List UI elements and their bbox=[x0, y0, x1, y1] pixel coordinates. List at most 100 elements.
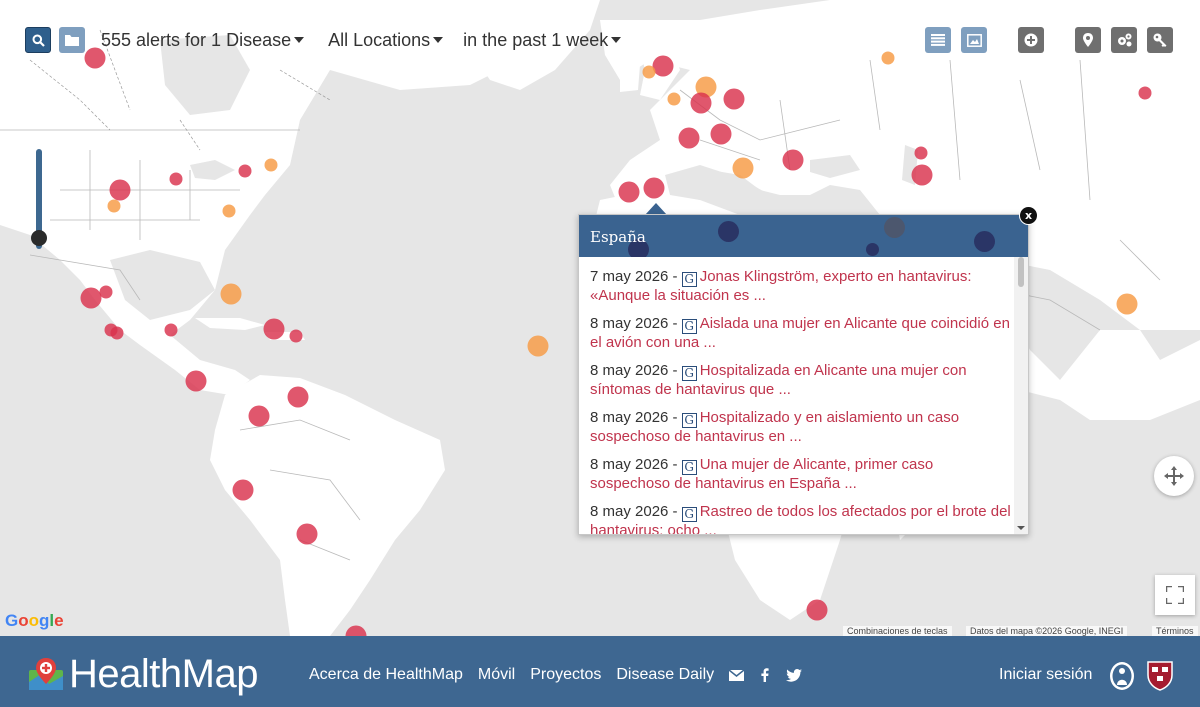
alert-link[interactable]: Una mujer de Alicante, primer caso sospe… bbox=[590, 456, 934, 492]
alert-marker[interactable] bbox=[911, 164, 933, 186]
alert-marker[interactable] bbox=[678, 127, 700, 149]
search-button[interactable] bbox=[25, 27, 51, 53]
twitter-icon bbox=[786, 668, 803, 682]
list-item: 8 may 2026 - G Una mujer de Alicante, pri… bbox=[590, 456, 1012, 493]
alert-link[interactable]: Hospitalizada en Alicante una mujer con … bbox=[590, 362, 967, 398]
email-link[interactable] bbox=[729, 669, 745, 681]
harvard-shield[interactable] bbox=[1147, 661, 1173, 691]
alert-marker[interactable] bbox=[345, 625, 367, 636]
alerts-filter-label: 555 alerts for 1 Disease bbox=[101, 29, 292, 50]
facebook-link[interactable] bbox=[761, 668, 769, 682]
zoom-handle[interactable] bbox=[31, 230, 47, 246]
alert-marker[interactable] bbox=[884, 217, 905, 238]
alert-link[interactable]: Rastreo de todos los afectados por el br… bbox=[590, 503, 1011, 534]
alert-marker[interactable] bbox=[1138, 86, 1152, 100]
google-news-icon: G bbox=[681, 272, 697, 287]
alert-link[interactable]: Hospitalizado y en aislamiento un caso s… bbox=[590, 409, 960, 445]
alert-marker[interactable] bbox=[710, 123, 732, 145]
nav-projects-link[interactable]: Proyectos bbox=[530, 666, 602, 683]
folder-icon bbox=[65, 35, 79, 46]
alert-marker[interactable] bbox=[806, 599, 828, 621]
alert-marker[interactable] bbox=[289, 329, 303, 343]
alert-marker[interactable] bbox=[866, 243, 879, 256]
login-link[interactable]: Iniciar sesión bbox=[999, 666, 1093, 683]
alert-link[interactable]: Jonas Klingström, experto en hantavirus:… bbox=[590, 268, 972, 304]
alert-marker[interactable] bbox=[99, 285, 113, 299]
zoom-track[interactable] bbox=[36, 149, 42, 249]
alert-marker[interactable] bbox=[914, 146, 928, 160]
settings-button[interactable] bbox=[1111, 27, 1137, 53]
fullscreen-button[interactable] bbox=[1155, 575, 1195, 615]
alert-marker[interactable] bbox=[618, 181, 640, 203]
alert-marker[interactable] bbox=[80, 287, 102, 309]
alert-marker[interactable] bbox=[263, 318, 285, 340]
boston-childrens-seal[interactable] bbox=[1109, 661, 1135, 691]
alert-marker[interactable] bbox=[296, 523, 318, 545]
nav-about-link[interactable]: Acerca de HealthMap bbox=[309, 666, 463, 683]
alert-marker[interactable] bbox=[695, 76, 717, 98]
google-news-icon: G bbox=[681, 460, 697, 475]
alert-marker[interactable] bbox=[723, 88, 745, 110]
alert-marker[interactable] bbox=[652, 55, 674, 77]
alert-marker[interactable] bbox=[84, 47, 106, 69]
alert-marker[interactable] bbox=[1116, 293, 1138, 315]
alert-date: 7 may 2026 - bbox=[590, 268, 678, 285]
alert-marker[interactable] bbox=[238, 164, 252, 178]
alert-marker[interactable] bbox=[782, 149, 804, 171]
alert-marker[interactable] bbox=[222, 204, 236, 218]
close-popup-button[interactable]: x bbox=[1019, 206, 1038, 225]
fullscreen-icon bbox=[1166, 586, 1184, 604]
alert-marker[interactable] bbox=[974, 231, 995, 252]
alert-marker[interactable] bbox=[264, 158, 278, 172]
scroll-down-icon[interactable] bbox=[1017, 526, 1025, 530]
alert-marker[interactable] bbox=[667, 92, 681, 106]
location-filter-dropdown[interactable]: All Locations bbox=[328, 30, 444, 51]
alert-marker[interactable] bbox=[232, 479, 254, 501]
alert-marker[interactable] bbox=[718, 221, 739, 242]
alert-marker[interactable] bbox=[881, 51, 895, 65]
popup-pointer bbox=[645, 203, 667, 215]
alert-marker[interactable] bbox=[628, 239, 649, 257]
harvard-shield-icon bbox=[1147, 661, 1173, 691]
keyboard-shortcuts-link[interactable]: Combinaciones de teclas bbox=[843, 626, 952, 636]
nav-mobile-link[interactable]: Móvil bbox=[477, 666, 516, 683]
location-button[interactable] bbox=[1075, 27, 1101, 53]
terms-link[interactable]: Términos bbox=[1152, 626, 1198, 636]
alert-marker[interactable] bbox=[642, 65, 656, 79]
google-news-icon: G bbox=[681, 507, 697, 522]
alert-marker[interactable] bbox=[110, 326, 124, 340]
alert-marker[interactable] bbox=[109, 179, 131, 201]
alert-marker[interactable] bbox=[248, 405, 270, 427]
alert-link[interactable]: Aislada una mujer en Alicante que coinci… bbox=[590, 315, 1010, 351]
alert-marker[interactable] bbox=[732, 157, 754, 179]
popup-scrollbar[interactable] bbox=[1014, 257, 1028, 534]
google-news-icon: G bbox=[681, 319, 697, 334]
folder-button[interactable] bbox=[59, 27, 85, 53]
alert-marker[interactable] bbox=[220, 283, 242, 305]
alert-list: 7 may 2026 - G Jonas Klingström, experto … bbox=[579, 257, 1016, 534]
brand-logo[interactable]: HealthMap bbox=[29, 652, 258, 697]
alert-marker[interactable] bbox=[643, 177, 665, 199]
alerts-filter-dropdown[interactable]: 555 alerts for 1 Disease bbox=[101, 29, 305, 51]
alert-marker[interactable] bbox=[287, 386, 309, 408]
alert-marker[interactable] bbox=[107, 199, 121, 213]
alert-marker[interactable] bbox=[169, 172, 183, 186]
pan-control-button[interactable] bbox=[1154, 456, 1194, 496]
list-view-button[interactable] bbox=[925, 27, 951, 53]
zoom-slider[interactable] bbox=[31, 149, 47, 249]
twitter-link[interactable] bbox=[786, 668, 803, 682]
alert-marker[interactable] bbox=[164, 323, 178, 337]
nav-disease-daily-link[interactable]: Disease Daily bbox=[616, 666, 715, 683]
time-filter-dropdown[interactable]: in the past 1 week bbox=[463, 30, 622, 51]
image-view-button[interactable] bbox=[961, 27, 987, 53]
scrollbar-thumb[interactable] bbox=[1018, 257, 1024, 287]
alert-marker[interactable] bbox=[527, 335, 549, 357]
key-icon bbox=[1153, 33, 1167, 47]
alert-marker[interactable] bbox=[185, 370, 207, 392]
popup-header: España bbox=[579, 215, 1028, 257]
key-button[interactable] bbox=[1147, 27, 1173, 53]
add-button[interactable] bbox=[1018, 27, 1044, 53]
site-footer: HealthMap Acerca de HealthMap Móvil Proy… bbox=[0, 636, 1200, 707]
alert-marker[interactable] bbox=[690, 92, 712, 114]
alert-date: 8 may 2026 - bbox=[590, 503, 678, 520]
